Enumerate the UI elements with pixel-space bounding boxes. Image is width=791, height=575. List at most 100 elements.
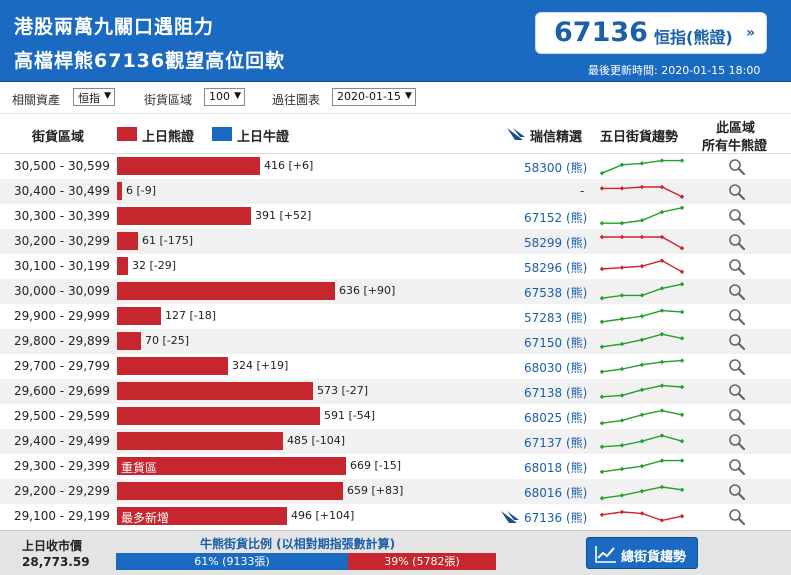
column-header: 街貨區域 上日熊證 上日牛證 瑞信精選 五日街貨趨勢 此區域 所有牛熊證 [0,114,791,154]
header: 港股兩萬九關口遇阻力 高檔桿熊67136觀望高位回軟 67136 恒指(熊證) … [0,0,791,82]
trend-sparkline [599,331,685,350]
sparkline-point [659,408,665,413]
sparkline-point [619,162,625,168]
sparkline-point [639,263,645,269]
search-icon[interactable] [728,283,746,301]
sparkline-point [619,186,625,191]
search-icon[interactable] [728,333,746,351]
bear-count: 70 [-25] [145,334,190,347]
sparkline-point [679,281,685,287]
pick-code[interactable]: 68016 (熊) [524,486,588,500]
hsi-label[interactable]: 恒指(熊證) [654,28,733,47]
sparkline-point [599,319,605,325]
table-row: 30,300 - 30,399 391 [+52] 67152 (熊) [0,204,791,229]
sparkline-point [639,438,645,444]
trend-sparkline [599,408,685,426]
hsi-quote-box[interactable]: 67136 恒指(熊證) » [535,12,767,54]
sparkline-point [639,488,645,494]
zone-range: 30,500 - 30,599 [14,159,110,173]
pick-code[interactable]: 67150 (熊) [524,336,588,350]
search-icon[interactable] [728,408,746,426]
sparkline-point [639,313,645,319]
asset-select[interactable]: 恒指 ▼ [73,88,115,106]
page-title: 港股兩萬九關口遇阻力 [14,16,215,38]
sparkline-point [639,293,645,298]
sparkline-point [599,512,605,518]
date-select[interactable]: 2020-01-15 ▼ [332,88,416,106]
pick-code[interactable]: 68018 (熊) [524,461,588,475]
table-row: 29,600 - 29,699 573 [-27] 67138 (熊) [0,379,791,404]
search-icon[interactable] [728,458,746,476]
sparkline-point [659,286,665,291]
sparkline-point [599,369,605,375]
search-icon[interactable] [728,508,746,526]
zone-select[interactable]: 100 ▼ [204,88,245,106]
sparkline-point [679,336,685,341]
search-icon[interactable] [728,483,746,501]
sparkline-point [619,509,625,515]
zone-range: 29,900 - 29,999 [14,309,110,323]
pick-code[interactable]: 67152 (熊) [524,211,588,225]
pick-code[interactable]: 67138 (熊) [524,386,588,400]
search-icon[interactable] [728,208,746,226]
sparkline-point [679,384,685,390]
sparkline-point [639,362,645,368]
zone-range: 29,500 - 29,599 [14,409,110,423]
pick-code[interactable]: 67136 (熊) [524,511,588,525]
pick-code[interactable]: 58300 (熊) [524,161,588,175]
total-trend-button[interactable]: 總街貨趨勢 [586,537,698,569]
sparkline-point [619,265,625,270]
pick-code[interactable]: 57283 (熊) [524,311,588,325]
bear-count: 324 [+19] [232,359,289,372]
search-icon[interactable] [728,158,746,176]
sparkline-point [679,438,685,444]
sparkline-point [619,220,625,226]
search-icon[interactable] [728,358,746,376]
sparkline-point [679,269,685,275]
sparkline-point [679,412,685,418]
bar-tag: 重貨區 [121,461,158,475]
sparkline-point [639,463,645,469]
trend-sparkline [599,358,685,375]
double-chevron-icon[interactable]: » [746,25,756,41]
pick-code[interactable]: 67538 (熊) [524,286,588,300]
footer: 上日收市價 28,773.59 牛熊街貨比例 (以相對期指張數計算) 61% (… [0,530,791,575]
pick-code[interactable]: 68025 (熊) [524,411,588,425]
sparkline-point [639,412,645,418]
search-icon[interactable] [728,183,746,201]
zone-range: 29,400 - 29,499 [14,434,110,448]
sparkline-point [619,418,625,423]
sparkline-point [619,466,625,472]
sparkline-point [659,383,665,388]
bear-count: 61 [-175] [142,234,194,247]
zone-range: 30,300 - 30,399 [14,209,110,223]
search-icon[interactable] [728,433,746,451]
sparkline-point [599,220,605,226]
sparkline-point [619,393,625,398]
sparkline-point [679,309,685,315]
pick-code[interactable]: 58299 (熊) [524,236,588,250]
sparkline-point [659,209,665,215]
sparkline-point [679,513,685,519]
sparkline-point [659,484,665,490]
table-row: 29,100 - 29,199 最多新增 496 [+104] 67136 (熊) [0,504,791,529]
sparkline-point [639,234,645,240]
sparkline-point [619,443,625,448]
line-chart-icon [595,546,616,563]
pick-code[interactable]: 58296 (熊) [524,261,588,275]
pick-code[interactable]: 67137 (熊) [524,436,588,450]
search-icon[interactable] [728,258,746,276]
search-icon[interactable] [728,308,746,326]
bear-bar [117,357,228,375]
trend-sparkline [599,433,685,450]
bear-count: 573 [-27] [317,384,369,397]
bear-bar [117,157,260,175]
search-icon[interactable] [728,233,746,251]
search-icon[interactable] [728,383,746,401]
bear-count: 127 [-18] [165,309,217,322]
pick-code[interactable]: 68030 (熊) [524,361,588,375]
sparkline-point [599,469,605,475]
sparkline-point [639,184,645,190]
hsi-code[interactable]: 67136 [554,17,648,48]
bear-bar [117,232,138,250]
